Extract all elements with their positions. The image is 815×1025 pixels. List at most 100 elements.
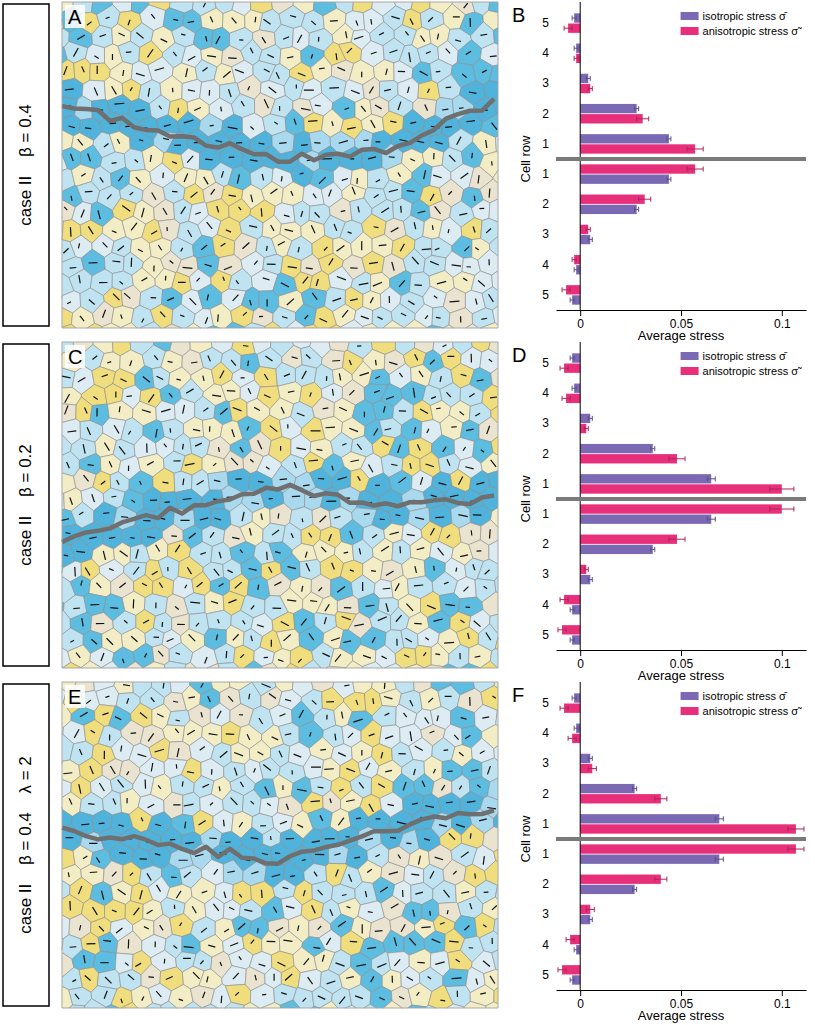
cell-orientation <box>279 142 286 144</box>
cell-orientation <box>133 567 139 575</box>
cell <box>71 307 94 328</box>
cell-orientation <box>309 533 312 538</box>
cell <box>270 503 292 526</box>
cell-orientation <box>427 89 429 93</box>
cell-orientation <box>391 228 399 232</box>
cell-orientation <box>410 700 413 706</box>
cell-orientation <box>279 106 280 111</box>
cell-orientation <box>400 206 402 213</box>
cell-orientation <box>444 642 454 644</box>
cell-orientation <box>385 713 390 715</box>
cell-orientation <box>375 376 380 378</box>
cell-orientation <box>427 429 429 433</box>
cell-orientation <box>381 208 389 213</box>
cell-orientation <box>391 464 397 465</box>
cell-orientation <box>471 530 473 535</box>
cell-orientation <box>375 485 380 486</box>
cell <box>304 113 324 133</box>
cell-orientation <box>419 371 423 377</box>
cell-orientation <box>205 317 207 323</box>
cell-orientation <box>224 266 232 269</box>
cell <box>77 182 100 205</box>
cell-orientation <box>153 265 154 271</box>
cell-orientation <box>144 653 146 657</box>
cell-orientation <box>371 52 377 54</box>
cell <box>383 320 404 328</box>
cell-orientation <box>240 447 243 452</box>
cell-orientation <box>487 426 490 434</box>
cell-orientation <box>159 583 162 588</box>
cell-orientation <box>469 394 474 397</box>
cell-orientation <box>87 22 92 26</box>
cell-orientation <box>172 88 174 92</box>
cell-orientation <box>261 208 263 216</box>
cell-orientation <box>359 548 360 554</box>
cell-orientation <box>384 697 392 699</box>
cell <box>109 131 130 154</box>
cell <box>480 323 498 328</box>
cell-orientation <box>262 174 263 180</box>
letter-patch <box>65 5 85 28</box>
cell <box>341 320 363 328</box>
cell-orientation <box>447 771 453 773</box>
cell-orientation <box>182 444 184 449</box>
cell-orientation <box>410 731 412 741</box>
cell-orientation <box>248 694 250 699</box>
cell-orientation <box>407 191 415 192</box>
cell-orientation <box>232 429 235 437</box>
cell-orientation <box>319 67 325 69</box>
cell-orientation <box>329 258 333 265</box>
cell <box>143 487 162 512</box>
cell-orientation <box>143 520 150 522</box>
cell <box>469 540 489 561</box>
cell-orientation <box>465 735 470 738</box>
cell-orientation <box>466 429 474 431</box>
cell-orientation <box>342 178 348 180</box>
cell <box>449 308 473 328</box>
cell-orientation <box>240 550 243 553</box>
cell-orientation <box>338 477 347 480</box>
cell-orientation <box>448 191 451 194</box>
cell-orientation <box>219 786 221 791</box>
cell <box>140 322 161 328</box>
cell-orientation <box>197 480 204 484</box>
cell-orientation <box>405 31 408 35</box>
cell-orientation <box>488 294 493 302</box>
cell-orientation <box>392 262 394 271</box>
cell-orientation <box>136 73 145 76</box>
cell-orientation <box>489 188 491 197</box>
cell-orientation <box>449 155 455 161</box>
cell-orientation <box>306 267 313 269</box>
cell-orientation <box>423 652 426 656</box>
cell <box>210 303 232 328</box>
cell-orientation <box>200 518 208 520</box>
cell-orientation <box>346 31 347 38</box>
cell-orientation <box>354 36 363 39</box>
cell-orientation <box>111 496 116 498</box>
cell-orientation <box>396 639 397 646</box>
cell <box>164 324 182 328</box>
cell-orientation <box>76 551 85 552</box>
cell-orientation <box>297 789 307 791</box>
cell-orientation <box>317 449 323 451</box>
cell-orientation <box>70 640 74 642</box>
cell-orientation <box>102 713 108 715</box>
cell <box>154 199 175 221</box>
cell-orientation <box>428 17 433 22</box>
cell-orientation <box>356 700 358 705</box>
cell <box>202 454 226 474</box>
cell-orientation <box>264 395 270 398</box>
cell-orientation <box>445 604 454 605</box>
cell-orientation <box>304 89 314 90</box>
cell-orientation <box>436 408 441 410</box>
cell-orientation <box>88 153 91 161</box>
cell-orientation <box>271 640 272 647</box>
cell-orientation <box>152 571 158 575</box>
condition-label: case II <box>16 884 35 934</box>
cell-orientation <box>102 375 108 377</box>
cell-orientation <box>321 547 326 552</box>
cell-orientation <box>381 546 389 551</box>
cell-orientation <box>156 545 160 552</box>
cell-orientation <box>262 37 266 43</box>
cell-orientation <box>396 514 401 516</box>
